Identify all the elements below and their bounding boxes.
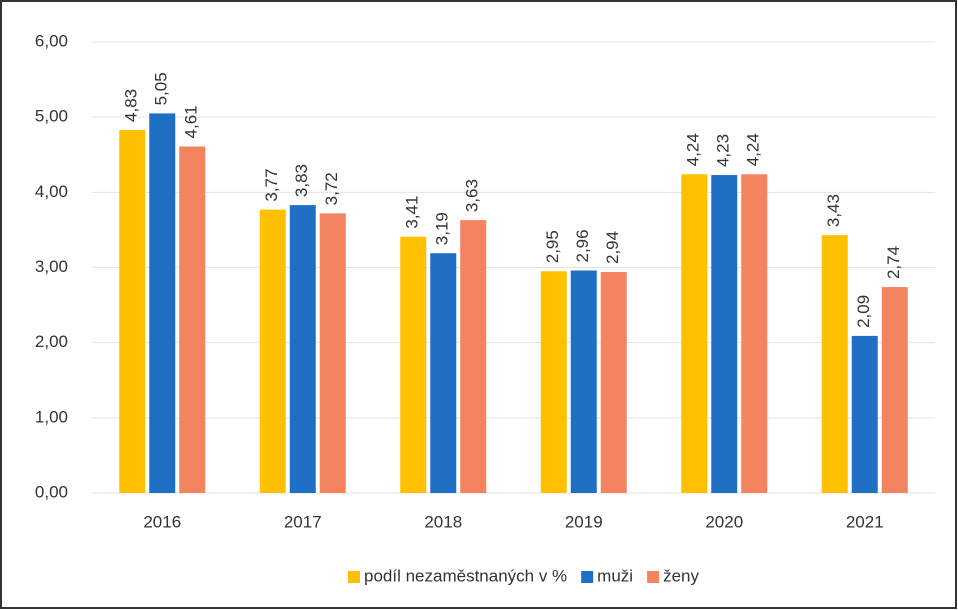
x-tick-label: 2020 [705, 512, 743, 531]
value-label: 3,77 [262, 169, 281, 202]
value-label: 4,24 [744, 133, 763, 166]
value-label: 2,74 [884, 246, 903, 279]
bar [119, 129, 146, 493]
value-label: 2,94 [603, 231, 622, 264]
y-tick-label: 1,00 [35, 407, 68, 426]
bar [540, 271, 567, 493]
value-label: 2,09 [854, 295, 873, 328]
bar [400, 236, 427, 493]
bar [681, 174, 708, 493]
x-tick-label: 2018 [424, 512, 462, 531]
value-label: 3,43 [824, 194, 843, 227]
value-label: 2,95 [543, 230, 562, 263]
value-label: 3,41 [403, 196, 422, 229]
value-label: 3,72 [322, 172, 341, 205]
y-tick-label: 3,00 [35, 257, 68, 276]
value-label: 3,83 [292, 164, 311, 197]
bar [570, 270, 597, 493]
value-label: 4,24 [684, 133, 703, 166]
bar [600, 272, 627, 493]
bar [259, 209, 286, 493]
y-tick-label: 4,00 [35, 182, 68, 201]
value-label: 2,96 [573, 229, 592, 262]
bar [179, 146, 206, 493]
y-tick-label: 2,00 [35, 332, 68, 351]
bar [821, 235, 848, 493]
legend-label: podíl nezaměstnaných v % [364, 566, 567, 585]
x-tick-label: 2016 [143, 512, 181, 531]
y-tick-label: 6,00 [35, 31, 68, 50]
legend-label: muži [597, 566, 633, 585]
value-label: 3,63 [463, 179, 482, 212]
legend-swatch [581, 571, 594, 583]
value-label: 4,61 [182, 105, 201, 138]
y-tick-label: 5,00 [35, 107, 68, 126]
x-tick-label: 2017 [284, 512, 322, 531]
legend-label: ženy [663, 566, 699, 585]
value-label: 5,05 [152, 72, 171, 105]
bar [881, 287, 908, 493]
bar [289, 205, 316, 493]
legend-swatch [647, 571, 660, 583]
value-label: 3,19 [433, 212, 452, 245]
bar [149, 113, 176, 494]
x-tick-label: 2019 [565, 512, 603, 531]
bar [741, 174, 768, 493]
x-tick-label: 2021 [846, 512, 884, 531]
value-label: 4,23 [714, 134, 733, 167]
bar [319, 213, 346, 493]
y-tick-label: 0,00 [35, 482, 68, 501]
legend-swatch [348, 571, 360, 583]
bar [460, 220, 487, 493]
bar [851, 335, 878, 493]
value-label: 4,83 [122, 89, 141, 122]
bar [430, 253, 457, 493]
bar [711, 175, 738, 494]
